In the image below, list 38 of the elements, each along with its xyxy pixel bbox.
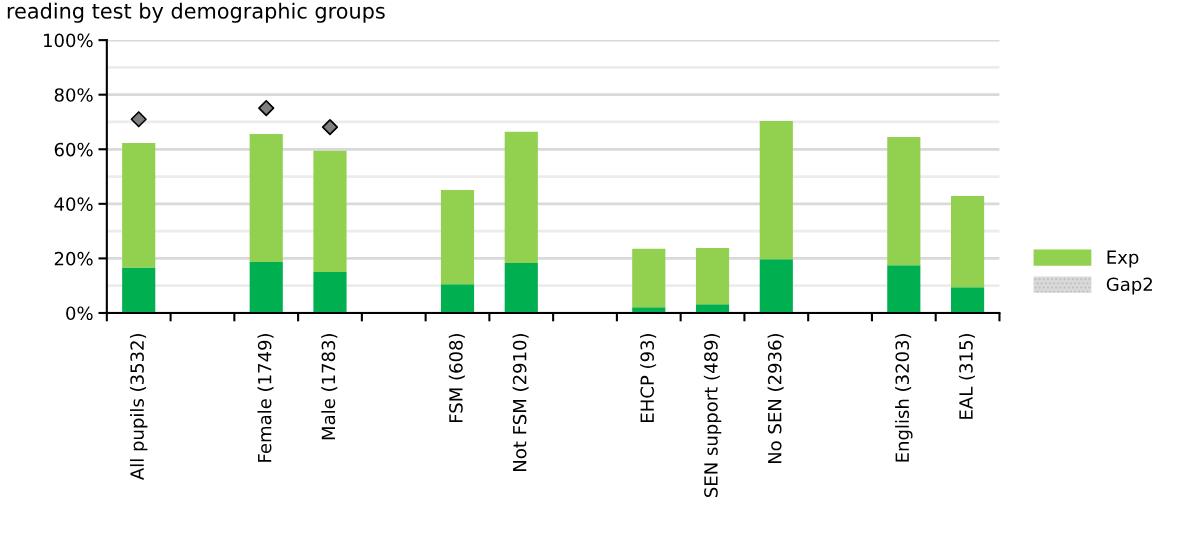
bar [249,133,283,262]
x-tick-label: No SEN (2936) [767,333,784,464]
bar [759,259,793,313]
x-tick-label: EHCP (93) [640,333,657,422]
bar [504,131,538,264]
bar [759,120,793,260]
legend-label: Exp [1107,250,1139,268]
bar [887,265,921,313]
bar [313,150,347,273]
x-tick-label: Female (1749) [257,333,274,462]
y-tick-label: 0% [66,306,93,321]
x-tick-label: English (3203) [895,333,913,462]
x-tick-label: SEN support (489) [703,333,722,497]
bar [951,195,985,288]
bar [504,263,538,313]
y-tick-label: 20% [54,251,93,266]
y-tick-label: 80% [54,88,93,102]
bar [951,287,985,313]
x-tick-label: FSM (608) [448,333,465,423]
x-tick-label: EAL (315) [958,333,975,419]
chart-title: reading test by demographic groups [7,2,385,23]
bar [122,267,156,313]
y-tick-label: 40% [54,197,93,211]
y-tick-label: 60% [54,142,93,157]
legend-label: Gap2 [1106,277,1152,295]
bar [440,284,475,313]
x-tick-label: Not FSM (2910) [512,333,529,471]
bar [122,142,156,268]
bar [249,261,283,313]
x-tick-label: All pupils (3532) [129,333,148,480]
bar [632,248,666,308]
y-tick-label: 100% [44,33,93,48]
bar [695,248,730,305]
x-tick-label: Male (1783) [321,333,338,440]
bar [440,189,475,285]
bar [313,272,347,313]
bar [887,136,921,266]
bar [695,304,730,313]
